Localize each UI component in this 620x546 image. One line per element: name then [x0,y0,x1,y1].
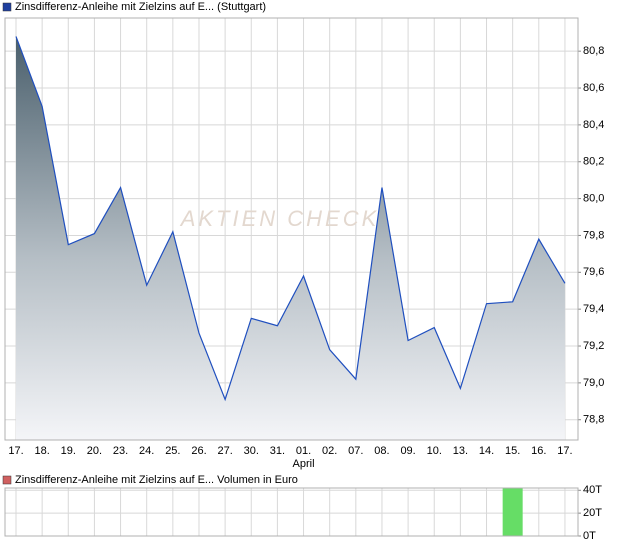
x-tick-label: 25. [165,445,180,457]
x-tick-label: 23. [113,445,128,457]
y-tick-label: 80,4 [583,119,604,131]
x-tick-label: 31. [270,445,285,457]
watermark: AKTIEN CHECK [179,206,380,231]
x-tick-label: 16. [531,445,546,457]
x-tick-label: 26. [191,445,206,457]
plot-frame [4,17,579,441]
x-tick-label: 13. [453,445,468,457]
bar [502,488,523,536]
x-tick-label: 17. [557,445,572,457]
x-tick-label: 08. [374,445,389,457]
y-tick-label: 79,2 [583,340,604,352]
x-tick-label: 01. [296,445,311,457]
y-tick-label: 80,6 [583,82,604,94]
y-tick-label: 79,4 [583,303,604,315]
y-tick-label: 79,6 [583,266,604,278]
legend-title: Zinsdifferenz-Anleihe mit Zielzins auf E… [15,1,266,13]
y-tick-label: 79,0 [583,377,604,389]
plot-frame [4,487,579,537]
x-tick-label: 15. [505,445,520,457]
area [16,36,565,440]
y-tick-label: 78,8 [583,414,604,426]
legend-swatch [2,2,12,12]
legend-swatch [2,475,12,485]
x-tick-label: 14. [479,445,494,457]
y-tick-label: 80,8 [583,45,604,57]
y-tick-label: 40T [583,484,602,496]
x-tick-label: 17. [8,445,23,457]
legend-title: Zinsdifferenz-Anleihe mit Zielzins auf E… [15,474,298,486]
x-tick-label: 19. [61,445,76,457]
line [15,36,566,402]
month-label: April [293,458,315,470]
plot-background [5,488,578,536]
x-tick-label: 02. [322,445,337,457]
y-tick-label: 79,8 [583,229,604,241]
x-tick-label: 20. [87,445,102,457]
y-tick-label: 80,2 [583,156,604,168]
x-tick-label: 09. [400,445,415,457]
x-tick-label: 30. [244,445,259,457]
x-tick-label: 18. [34,445,49,457]
x-tick-label: 24. [139,445,154,457]
x-tick-label: 07. [348,445,363,457]
y-tick-label: 20T [583,507,602,519]
x-tick-label: 27. [217,445,232,457]
y-tick-label: 0T [583,530,596,542]
y-tick-label: 80,0 [583,193,604,205]
x-tick-label: 10. [427,445,442,457]
